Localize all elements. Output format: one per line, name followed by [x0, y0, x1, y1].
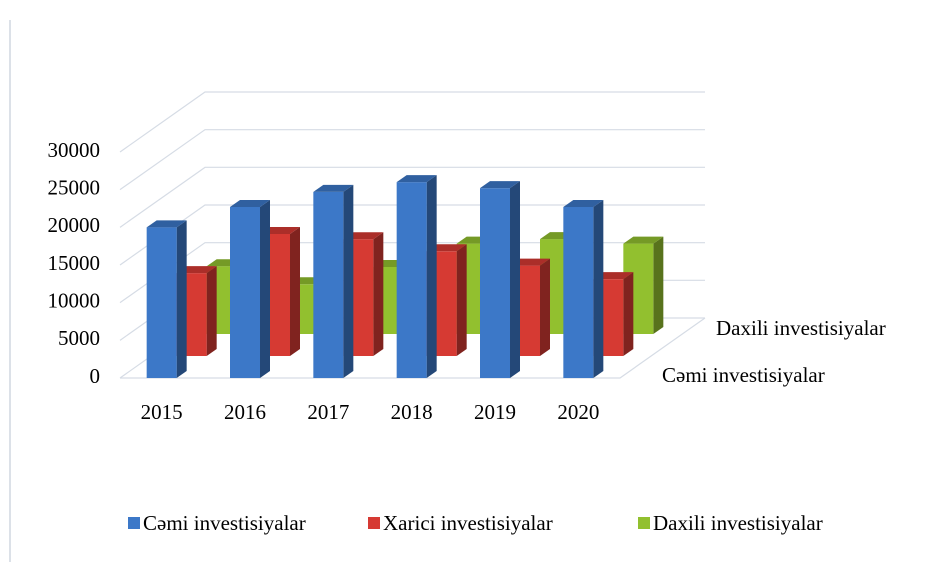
- bar-side: [540, 258, 550, 356]
- bar-side: [260, 199, 270, 378]
- x-tick-label: 2019: [474, 400, 516, 424]
- bar-top: [480, 181, 520, 189]
- bar: [313, 191, 344, 378]
- bar-side: [653, 236, 664, 334]
- bar-side: [176, 220, 187, 378]
- bar-top: [313, 184, 354, 192]
- bar-top: [230, 199, 270, 207]
- bar: [480, 188, 510, 378]
- bar: [563, 206, 594, 378]
- depth-label: Daxili investisiyalar: [716, 316, 886, 340]
- bar: [230, 206, 260, 378]
- legend-swatch: [638, 517, 650, 529]
- y-tick-label: 25000: [48, 175, 101, 199]
- floor: [120, 317, 706, 379]
- bar-side: [510, 181, 520, 378]
- legend-swatch: [368, 517, 380, 529]
- x-tick-label: 2020: [557, 400, 599, 424]
- bar-top: [563, 199, 604, 207]
- grid-line: [119, 129, 705, 191]
- y-tick-label: 0: [90, 364, 101, 388]
- bar: [146, 227, 177, 378]
- x-tick-label: 2017: [307, 400, 349, 424]
- legend-swatch: [128, 517, 140, 529]
- x-tick-label: 2018: [391, 400, 433, 424]
- y-tick-label: 20000: [48, 213, 101, 237]
- bar-top: [396, 175, 437, 183]
- grid-line: [119, 91, 705, 153]
- bar-side: [343, 184, 354, 378]
- bar-top: [146, 220, 187, 228]
- bar-side: [623, 272, 634, 356]
- bar-side: [426, 175, 437, 378]
- y-tick-label: 5000: [58, 326, 100, 350]
- y-tick-label: 30000: [48, 138, 101, 162]
- bar-side: [290, 226, 300, 356]
- y-tick-label: 15000: [48, 251, 101, 275]
- depth-label: Cəmi investisiyalar: [662, 363, 825, 387]
- legend-label: Cəmi investisiyalar: [143, 511, 306, 535]
- bar-side: [593, 199, 604, 378]
- legend-label: Daxili investisiyalar: [653, 511, 823, 535]
- bar-top: [623, 236, 664, 244]
- bar-side: [373, 232, 384, 356]
- y-tick-label: 10000: [48, 288, 101, 312]
- legend-label: Xarici investisiyalar: [383, 511, 553, 535]
- grid-line: [119, 166, 705, 228]
- bar: [396, 182, 427, 378]
- bar-side: [456, 244, 467, 356]
- bar-side: [206, 266, 217, 356]
- x-tick-label: 2015: [141, 400, 183, 424]
- x-tick-label: 2016: [224, 400, 266, 424]
